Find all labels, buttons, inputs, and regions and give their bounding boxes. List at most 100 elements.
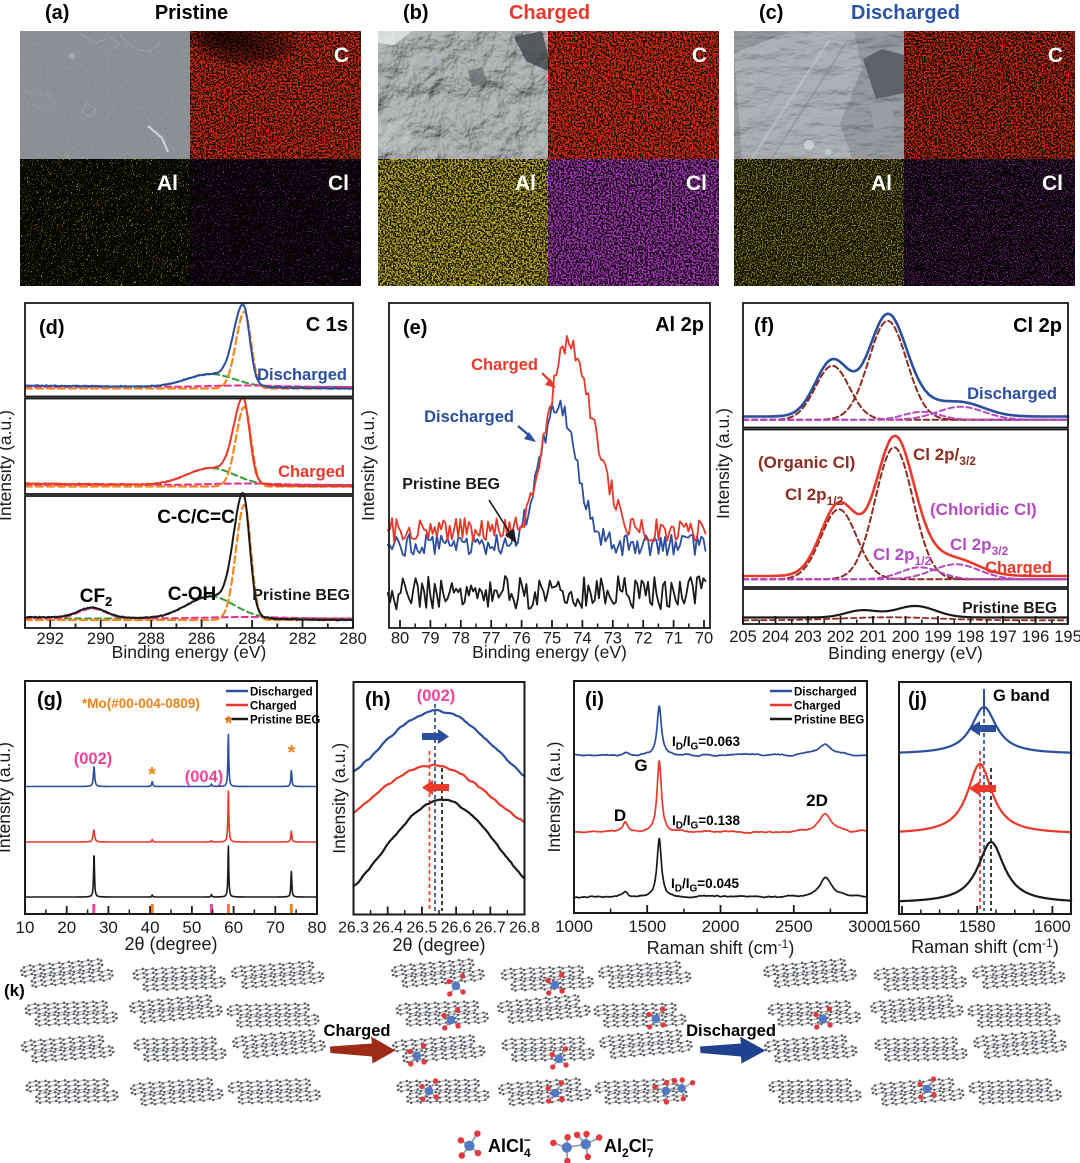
svg-text:Al: Al xyxy=(157,172,178,195)
svg-text:Pristine: Pristine xyxy=(155,2,228,24)
svg-text:197: 197 xyxy=(989,628,1017,646)
svg-text:199: 199 xyxy=(924,628,952,646)
svg-text:Pristine BEG: Pristine BEG xyxy=(402,476,500,493)
svg-text:1500: 1500 xyxy=(628,917,666,936)
svg-text:(c): (c) xyxy=(759,2,783,24)
svg-text:Cl: Cl xyxy=(328,172,349,195)
svg-text:1600: 1600 xyxy=(1034,918,1071,936)
svg-text:Charged: Charged xyxy=(324,1022,391,1040)
svg-text:20: 20 xyxy=(57,918,76,937)
svg-text:288: 288 xyxy=(137,630,165,648)
svg-text:201: 201 xyxy=(859,628,887,646)
svg-text:C-C/C=C: C-C/C=C xyxy=(157,507,235,528)
svg-text:(a): (a) xyxy=(45,2,69,24)
svg-text:290: 290 xyxy=(87,630,115,648)
svg-text:(g): (g) xyxy=(37,689,63,711)
svg-text:75: 75 xyxy=(543,630,561,648)
svg-text:79: 79 xyxy=(421,630,439,648)
svg-text:78: 78 xyxy=(452,630,470,648)
svg-text:CF2: CF2 xyxy=(80,586,113,609)
svg-text:(h): (h) xyxy=(365,689,391,711)
svg-text:2θ (degree): 2θ (degree) xyxy=(124,934,217,954)
svg-text:Al 2p: Al 2p xyxy=(655,314,704,336)
svg-text:(b): (b) xyxy=(403,2,429,24)
svg-text:ID/IG=0.138: ID/IG=0.138 xyxy=(672,813,740,832)
svg-text:50: 50 xyxy=(182,918,201,937)
svg-text:1580: 1580 xyxy=(959,918,996,936)
svg-text:Intensity (a.u.): Intensity (a.u.) xyxy=(0,742,14,853)
svg-text:Intensity (a.u.): Intensity (a.u.) xyxy=(329,743,349,854)
svg-text:C: C xyxy=(1048,44,1063,67)
svg-text:Discharged: Discharged xyxy=(257,366,347,384)
svg-text:40: 40 xyxy=(141,918,160,937)
svg-text:Charged: Charged xyxy=(471,356,538,374)
svg-text:26.5: 26.5 xyxy=(407,920,438,937)
svg-text:Cl 2p: Cl 2p xyxy=(1013,315,1062,337)
svg-text:Pristine BEG: Pristine BEG xyxy=(252,587,350,604)
svg-text:Discharged: Discharged xyxy=(851,2,960,24)
svg-text:Cl: Cl xyxy=(1042,172,1063,195)
svg-text:Charged: Charged xyxy=(278,463,345,481)
svg-text:196: 196 xyxy=(1022,628,1050,646)
svg-text:80: 80 xyxy=(308,918,327,937)
svg-text:80: 80 xyxy=(391,630,409,648)
svg-text:1560: 1560 xyxy=(884,918,921,936)
svg-text:G: G xyxy=(634,756,647,775)
svg-text:Charged: Charged xyxy=(509,2,590,24)
svg-text:26.6: 26.6 xyxy=(441,920,472,937)
svg-text:(f): (f) xyxy=(754,315,774,337)
svg-text:(002): (002) xyxy=(417,687,456,705)
svg-text:26.8: 26.8 xyxy=(509,920,540,937)
svg-text:Binding energy (eV): Binding energy (eV) xyxy=(828,643,983,663)
svg-text:71: 71 xyxy=(664,630,682,648)
svg-text:Pristine BEG: Pristine BEG xyxy=(794,714,864,726)
svg-text:200: 200 xyxy=(892,628,920,646)
svg-text:203: 203 xyxy=(794,628,822,646)
svg-text:76: 76 xyxy=(512,630,530,648)
svg-text:*Mo(#00-004-0809): *Mo(#00-004-0809) xyxy=(82,696,200,711)
svg-text:195: 195 xyxy=(1054,628,1080,646)
svg-text:Intensity (a.u.): Intensity (a.u.) xyxy=(544,742,564,853)
svg-text:2000: 2000 xyxy=(702,917,740,936)
svg-text:Al: Al xyxy=(515,172,536,195)
svg-text:26.7: 26.7 xyxy=(475,920,506,937)
svg-text:73: 73 xyxy=(604,630,622,648)
svg-text:C: C xyxy=(692,44,707,67)
svg-text:*: * xyxy=(148,764,156,786)
svg-text:(Chloridic Cl): (Chloridic Cl) xyxy=(930,500,1037,519)
svg-text:26.3: 26.3 xyxy=(338,920,369,937)
svg-text:26.4: 26.4 xyxy=(372,920,403,937)
svg-text:284: 284 xyxy=(238,630,266,648)
svg-text:(004): (004) xyxy=(185,768,224,786)
svg-text:77: 77 xyxy=(482,630,500,648)
svg-text:60: 60 xyxy=(224,918,243,937)
svg-text:1000: 1000 xyxy=(555,917,593,936)
svg-text:Intensity (a.u.): Intensity (a.u.) xyxy=(358,410,378,521)
svg-text:Charged: Charged xyxy=(250,700,297,712)
svg-text:Al: Al xyxy=(871,172,892,195)
svg-text:2θ (degree): 2θ (degree) xyxy=(392,935,485,955)
svg-text:Cl: Cl xyxy=(686,172,707,195)
svg-text:286: 286 xyxy=(188,630,216,648)
svg-text:Charged: Charged xyxy=(985,559,1052,577)
svg-text:Binding energy (eV): Binding energy (eV) xyxy=(472,642,627,662)
svg-text:*: * xyxy=(225,713,233,735)
svg-text:72: 72 xyxy=(634,630,652,648)
svg-text:G band: G band xyxy=(993,687,1050,705)
svg-text:ID/IG=0.045: ID/IG=0.045 xyxy=(671,876,739,895)
svg-text:Discharged: Discharged xyxy=(686,1022,776,1040)
svg-text:C: C xyxy=(334,44,349,67)
svg-text:(e): (e) xyxy=(403,317,427,339)
svg-text:C 1s: C 1s xyxy=(306,314,348,336)
svg-text:3000: 3000 xyxy=(848,917,886,936)
svg-text:74: 74 xyxy=(573,630,591,648)
svg-text:Binding energy (eV): Binding energy (eV) xyxy=(112,642,267,662)
svg-text:ID/IG=0.063: ID/IG=0.063 xyxy=(672,734,740,753)
svg-text:198: 198 xyxy=(957,628,985,646)
svg-text:202: 202 xyxy=(827,628,855,646)
svg-text:(j): (j) xyxy=(908,689,927,711)
svg-text:292: 292 xyxy=(36,630,64,648)
svg-text:Discharged: Discharged xyxy=(250,686,313,698)
svg-text:10: 10 xyxy=(16,918,35,937)
svg-text:D: D xyxy=(614,806,626,825)
